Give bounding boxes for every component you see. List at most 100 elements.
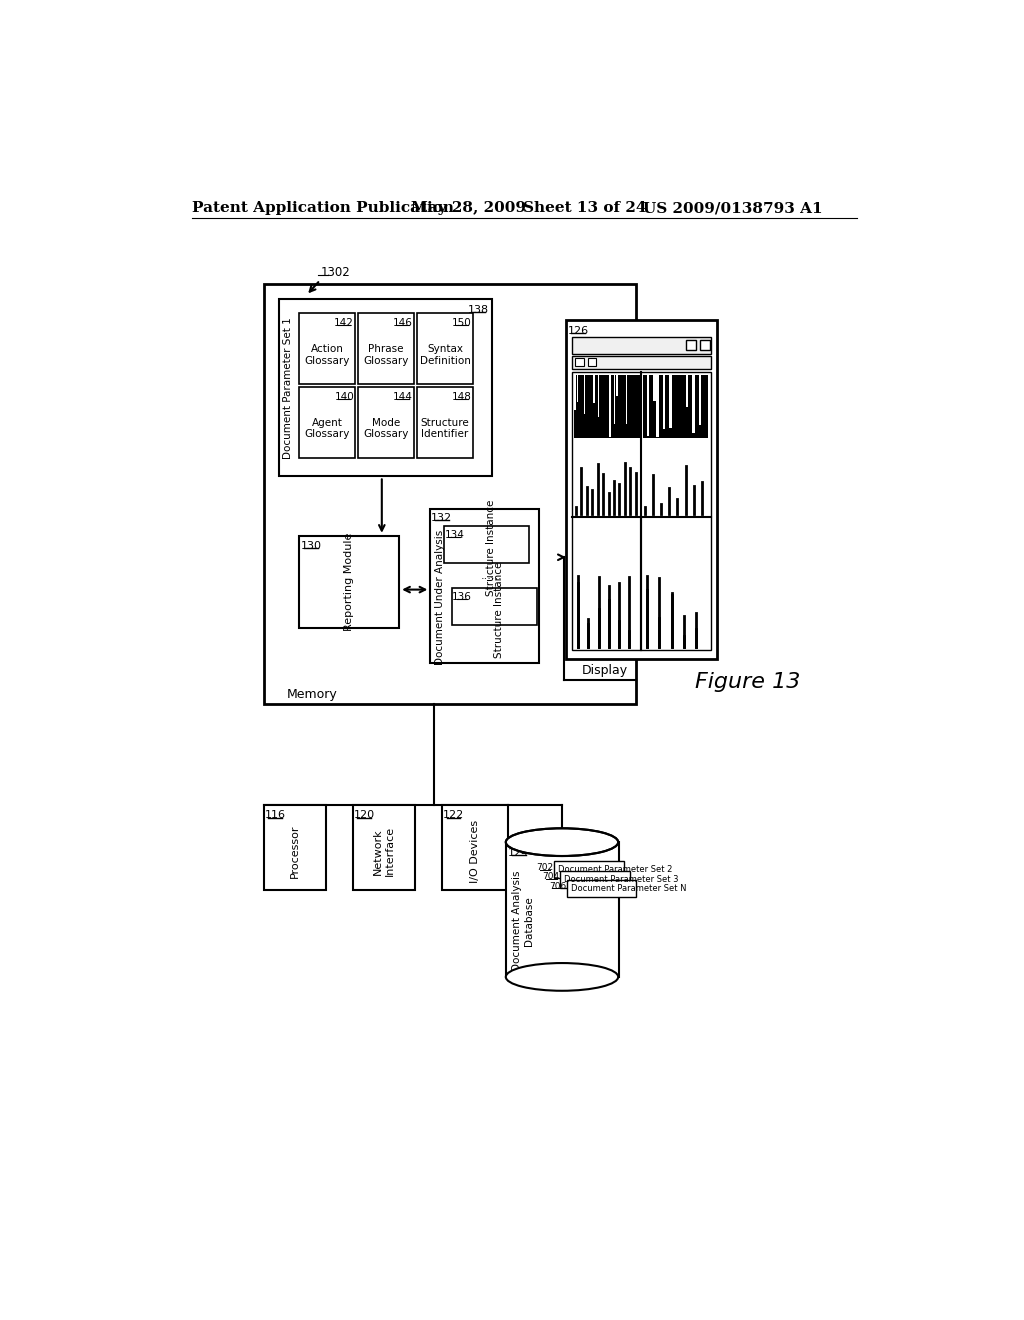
Bar	[299, 536, 399, 628]
Text: 134: 134	[444, 529, 464, 540]
Text: 138: 138	[468, 305, 488, 315]
Bar	[700, 341, 710, 350]
Bar	[444, 527, 529, 564]
Bar	[702, 375, 705, 425]
Bar	[595, 375, 597, 421]
Bar	[659, 375, 663, 403]
Text: 130: 130	[300, 541, 322, 550]
Text: Mode
Glossary: Mode Glossary	[364, 418, 409, 440]
Bar	[653, 375, 655, 401]
Bar	[650, 375, 652, 400]
Bar	[417, 313, 473, 384]
Bar	[358, 387, 414, 458]
Bar	[689, 375, 691, 425]
Text: 132: 132	[431, 513, 453, 523]
Bar	[670, 375, 672, 428]
Text: Document Parameter Set 1: Document Parameter Set 1	[284, 317, 294, 459]
Text: Memory: Memory	[287, 688, 338, 701]
Bar	[588, 358, 596, 367]
Bar	[600, 375, 601, 407]
Text: Syntax
Definition: Syntax Definition	[420, 345, 470, 366]
Bar	[586, 375, 588, 420]
Bar	[637, 375, 639, 417]
Text: Structure Instance: Structure Instance	[495, 561, 504, 657]
Text: Document Parameter Set 2: Document Parameter Set 2	[558, 866, 673, 874]
Bar	[686, 341, 696, 350]
Bar	[358, 313, 414, 384]
Text: 146: 146	[393, 318, 413, 329]
Bar	[635, 375, 636, 412]
Bar	[607, 375, 608, 421]
Bar	[263, 805, 326, 890]
Bar	[575, 358, 584, 367]
Bar	[560, 871, 630, 887]
Bar	[692, 375, 694, 433]
Text: Structure Instance: Structure Instance	[486, 500, 497, 597]
Bar	[598, 375, 599, 417]
Text: 150: 150	[453, 318, 472, 329]
Text: 126: 126	[567, 326, 589, 335]
Bar	[591, 375, 592, 425]
Bar	[686, 375, 688, 408]
Bar	[609, 375, 611, 437]
Bar	[452, 589, 538, 626]
Bar	[579, 375, 581, 420]
Text: May 28, 2009: May 28, 2009	[411, 202, 526, 215]
Bar	[593, 375, 595, 403]
Bar	[614, 375, 615, 424]
Bar	[572, 355, 711, 370]
Ellipse shape	[506, 829, 618, 857]
Text: 704: 704	[543, 873, 560, 882]
Text: Action
Glossary: Action Glossary	[304, 345, 350, 366]
Bar	[602, 375, 604, 411]
Text: Document Under Analysis: Document Under Analysis	[435, 529, 445, 665]
Bar	[442, 805, 508, 890]
Text: Agent
Glossary: Agent Glossary	[304, 418, 350, 440]
Text: 122: 122	[442, 810, 464, 820]
Bar	[417, 387, 473, 458]
Bar	[679, 375, 682, 430]
Bar	[624, 375, 625, 397]
Bar	[589, 375, 590, 395]
Bar	[706, 375, 708, 428]
Text: ......: ......	[480, 570, 503, 581]
Bar	[616, 375, 617, 396]
Bar	[574, 375, 575, 411]
Text: 148: 148	[452, 392, 472, 403]
Text: Document Analysis
Database: Document Analysis Database	[512, 870, 535, 972]
Bar	[572, 372, 711, 649]
Bar	[299, 387, 355, 458]
Bar	[574, 375, 640, 437]
Bar	[667, 375, 669, 425]
Text: Phrase
Glossary: Phrase Glossary	[364, 345, 409, 366]
Bar	[621, 375, 623, 411]
Text: Document Parameter Set N: Document Parameter Set N	[570, 884, 686, 892]
Text: 124: 124	[508, 847, 529, 858]
Bar	[673, 375, 675, 434]
Bar	[628, 375, 630, 430]
Bar	[643, 375, 709, 437]
Bar	[572, 337, 711, 354]
Bar	[633, 375, 634, 422]
Bar	[656, 375, 658, 437]
Bar	[682, 375, 685, 397]
Bar	[695, 375, 698, 411]
Bar	[611, 375, 613, 396]
Text: 116: 116	[265, 810, 286, 820]
Bar	[352, 805, 415, 890]
Text: Sheet 13 of 24: Sheet 13 of 24	[523, 202, 647, 215]
Text: Figure 13: Figure 13	[695, 672, 801, 692]
Bar	[280, 300, 493, 477]
Text: 706: 706	[549, 882, 566, 891]
Bar	[626, 375, 627, 424]
Ellipse shape	[506, 829, 618, 857]
Bar	[430, 508, 539, 663]
Bar	[584, 375, 586, 413]
Text: 1302: 1302	[321, 265, 350, 279]
Text: Document Parameter Set 3: Document Parameter Set 3	[564, 875, 679, 883]
Bar	[663, 375, 666, 429]
Text: 136: 136	[452, 591, 472, 602]
Text: Reporting Module: Reporting Module	[344, 533, 354, 631]
Bar	[554, 862, 624, 878]
Bar	[566, 321, 717, 659]
